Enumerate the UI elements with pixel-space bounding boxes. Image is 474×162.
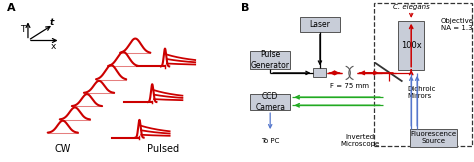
Text: CW: CW [55,144,71,154]
Text: To PC: To PC [261,138,279,144]
Text: Inverted
Microscope: Inverted Microscope [341,134,380,147]
Text: Pulse
Generator: Pulse Generator [251,50,290,70]
Text: B: B [240,3,249,13]
Text: Laser: Laser [310,20,330,29]
Text: CCD
Camera: CCD Camera [255,92,285,112]
Text: t: t [50,18,55,27]
Bar [374,3,472,146]
FancyBboxPatch shape [313,69,327,77]
Text: Objective
NA = 1.3: Objective NA = 1.3 [441,18,474,31]
FancyBboxPatch shape [250,51,290,69]
Text: Fluorescence
Source: Fluorescence Source [410,131,457,144]
Text: F = 75 mm: F = 75 mm [330,83,369,89]
Text: A: A [7,3,16,13]
Text: T: T [20,25,25,35]
FancyBboxPatch shape [300,17,340,32]
FancyBboxPatch shape [250,94,290,110]
FancyBboxPatch shape [410,129,457,147]
Text: C. elegans: C. elegans [393,4,429,10]
Text: 100x: 100x [401,41,421,50]
FancyBboxPatch shape [398,21,424,70]
Text: Dichroic
Mirrors: Dichroic Mirrors [408,86,436,99]
Text: x: x [51,42,56,51]
Text: Pulsed: Pulsed [146,144,179,154]
